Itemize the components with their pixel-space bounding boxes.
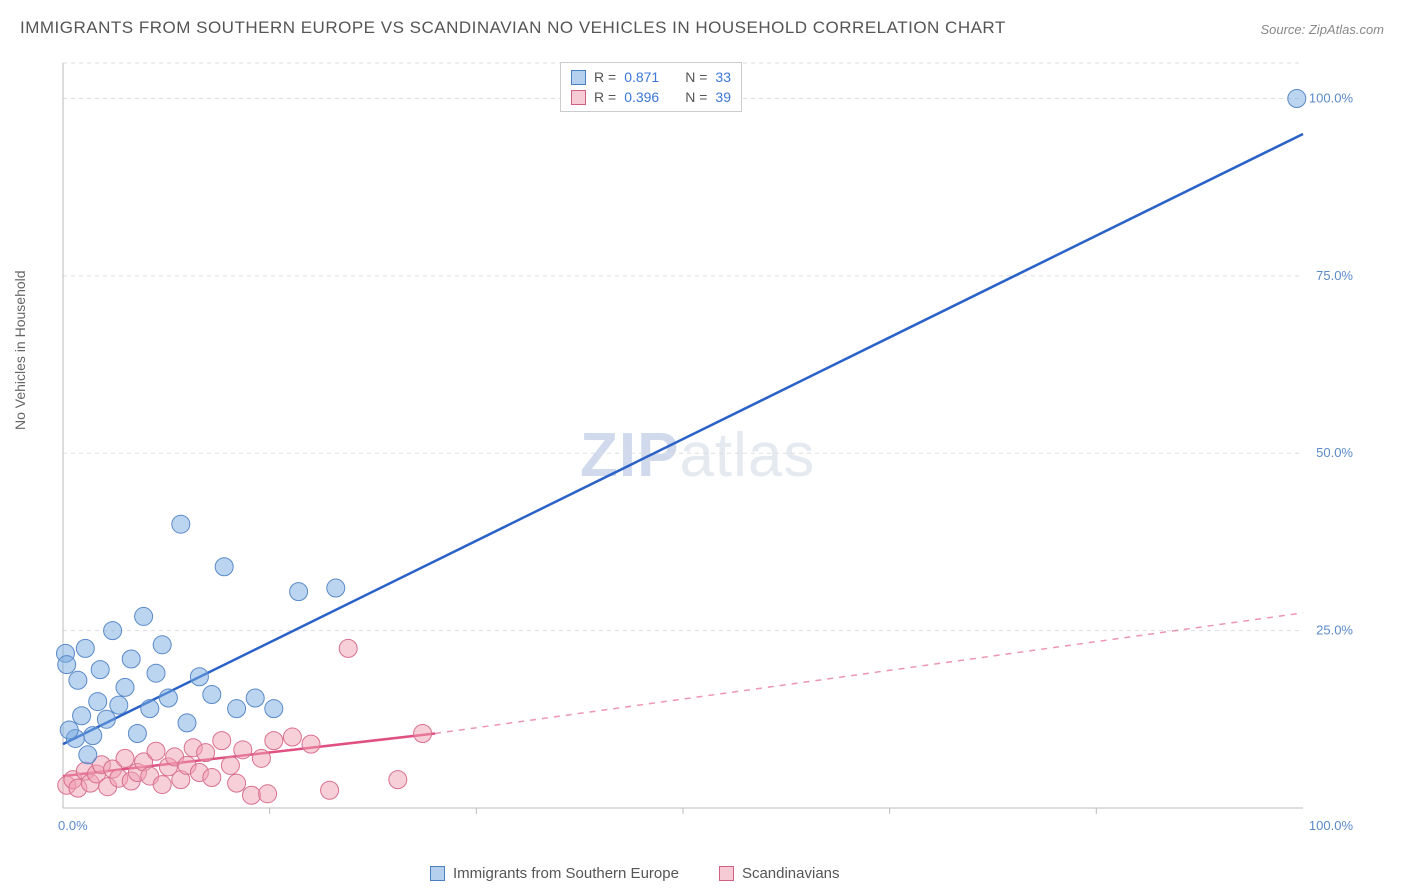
svg-text:100.0%: 100.0% [1309,818,1354,833]
series-legend-item-pink: Scandinavians [719,865,840,882]
chart-svg: 25.0% 50.0% 75.0% 100.0% 0.0% 100.0% [55,55,1385,840]
swatch-pink-icon [719,866,734,881]
r-value: 0.871 [624,69,659,85]
series-label: Scandinavians [742,865,840,882]
chart-title: IMMIGRANTS FROM SOUTHERN EUROPE VS SCAND… [20,18,1006,38]
swatch-pink-icon [571,90,586,105]
n-value: 39 [715,89,731,105]
n-value: 33 [715,69,731,85]
svg-text:75.0%: 75.0% [1316,268,1353,283]
swatch-blue-icon [571,70,586,85]
correlation-legend: R = 0.871 N = 33 R = 0.396 N = 39 [560,62,742,112]
source-attribution: Source: ZipAtlas.com [1260,22,1384,37]
chart-plot-area: 25.0% 50.0% 75.0% 100.0% 0.0% 100.0% [55,55,1385,840]
series-legend-item-blue: Immigrants from Southern Europe [430,865,679,882]
svg-text:100.0%: 100.0% [1309,90,1354,105]
correlation-legend-row-blue: R = 0.871 N = 33 [571,67,731,87]
swatch-blue-icon [430,866,445,881]
svg-text:0.0%: 0.0% [58,818,88,833]
series-legend: Immigrants from Southern Europe Scandina… [430,865,840,882]
y-axis-label: No Vehicles in Household [12,270,28,430]
r-value: 0.396 [624,89,659,105]
series-label: Immigrants from Southern Europe [453,865,679,882]
n-label: N = [685,69,707,85]
correlation-legend-row-pink: R = 0.396 N = 39 [571,87,731,107]
r-label: R = [594,89,616,105]
svg-text:25.0%: 25.0% [1316,623,1353,638]
n-label: N = [685,89,707,105]
svg-text:50.0%: 50.0% [1316,445,1353,460]
r-label: R = [594,69,616,85]
